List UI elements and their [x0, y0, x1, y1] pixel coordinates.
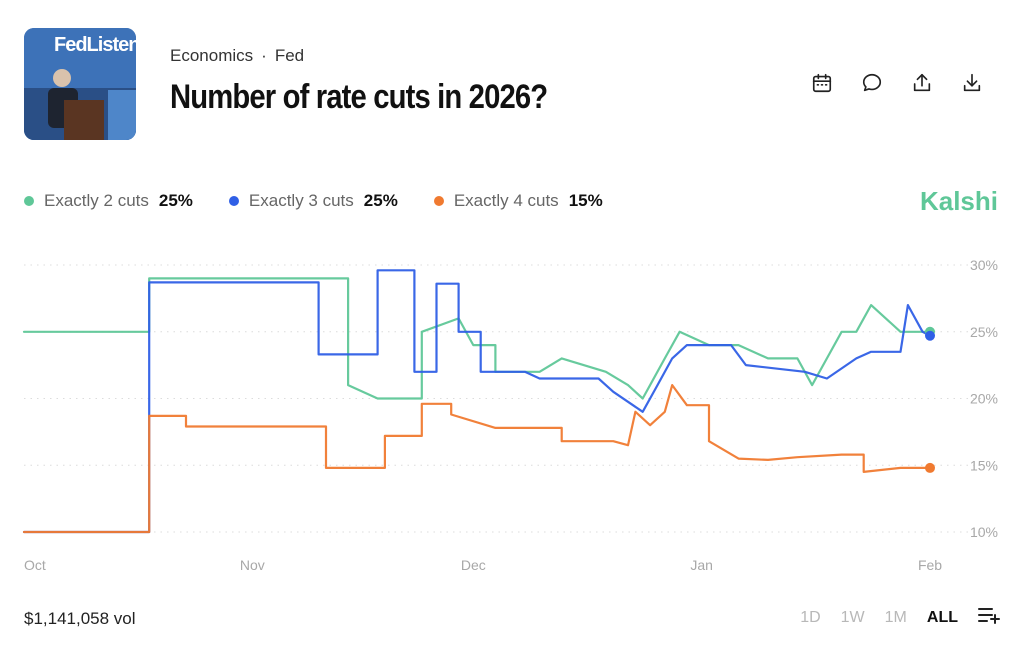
legend-item-4-cuts[interactable]: Exactly 4 cuts 15%: [433, 191, 603, 211]
comment-button[interactable]: [860, 70, 884, 96]
download-button[interactable]: [960, 70, 984, 96]
y-tick-label: 15%: [970, 457, 998, 473]
y-tick-label: 25%: [970, 324, 998, 340]
download-icon: [963, 73, 981, 92]
brand-logo: Kalshi: [919, 186, 998, 216]
share-icon: [913, 73, 931, 92]
range-1m-button[interactable]: 1M: [884, 608, 907, 626]
series-line-4-cuts[interactable]: [22, 384, 932, 534]
series-endpoint-3-cuts[interactable]: [925, 330, 935, 341]
breadcrumb: Economics · Fed: [170, 46, 304, 66]
list-add-icon: [978, 608, 1000, 624]
page-title: Number of rate cuts in 2026?: [170, 78, 548, 116]
series-endpoint-4-cuts[interactable]: [925, 462, 935, 473]
legend-name: Exactly 2 cuts: [44, 191, 149, 210]
volume-label: $1,141,058 vol: [24, 609, 136, 628]
calendar-button[interactable]: [810, 70, 834, 96]
breadcrumb-separator: ·: [261, 46, 267, 65]
thumbnail-logo: FedListen: [54, 34, 136, 56]
chart-grid: [24, 264, 990, 533]
time-range-selector: 1D 1W 1M ALL: [800, 606, 1000, 629]
series-line-2-cuts[interactable]: [22, 277, 932, 400]
legend-pct: 25%: [363, 191, 398, 210]
series-line-3-cuts[interactable]: [22, 269, 932, 534]
chart-options-button[interactable]: [978, 606, 1000, 629]
header-actions: [810, 70, 984, 96]
x-tick-label: Feb: [918, 557, 942, 573]
legend-dot: [24, 196, 34, 206]
legend-dot: [433, 196, 444, 206]
range-1w-button[interactable]: 1W: [840, 608, 865, 626]
x-tick-label: Dec: [461, 557, 486, 573]
legend-pct: 25%: [158, 191, 193, 210]
range-1d-button[interactable]: 1D: [800, 608, 821, 626]
speaker-photo-icon: [24, 28, 136, 140]
price-history-chart[interactable]: 30% 25% 20% 15% 10% Oct Nov Dec Jan Feb: [0, 240, 1024, 585]
x-tick-label: Oct: [24, 557, 46, 573]
breadcrumb-category[interactable]: Economics: [170, 46, 254, 65]
event-thumbnail: FedListen: [24, 28, 136, 140]
x-axis: Oct Nov Dec Jan Feb: [24, 557, 942, 573]
chart-legend: Exactly 2 cuts 25% Exactly 3 cuts 25% Ex…: [24, 191, 603, 211]
y-tick-label: 30%: [970, 257, 998, 273]
calendar-icon: [812, 73, 832, 93]
breadcrumb-subcategory[interactable]: Fed: [274, 46, 305, 65]
chart-series: [22, 269, 932, 534]
legend-item-2-cuts[interactable]: Exactly 2 cuts 25%: [24, 191, 193, 211]
share-button[interactable]: [910, 70, 934, 96]
y-axis: 30% 25% 20% 15% 10%: [970, 257, 998, 540]
y-tick-label: 10%: [970, 524, 998, 540]
comment-icon: [862, 73, 882, 92]
legend-pct: 15%: [568, 191, 603, 210]
chart-endpoints: [925, 326, 935, 473]
legend-dot: [228, 196, 239, 206]
range-all-button[interactable]: ALL: [926, 608, 958, 626]
x-tick-label: Nov: [240, 557, 265, 573]
legend-name: Exactly 4 cuts: [453, 191, 559, 210]
legend-name: Exactly 3 cuts: [248, 191, 354, 210]
y-tick-label: 20%: [970, 391, 998, 407]
x-tick-label: Jan: [690, 557, 713, 573]
legend-item-3-cuts[interactable]: Exactly 3 cuts 25%: [228, 191, 398, 211]
